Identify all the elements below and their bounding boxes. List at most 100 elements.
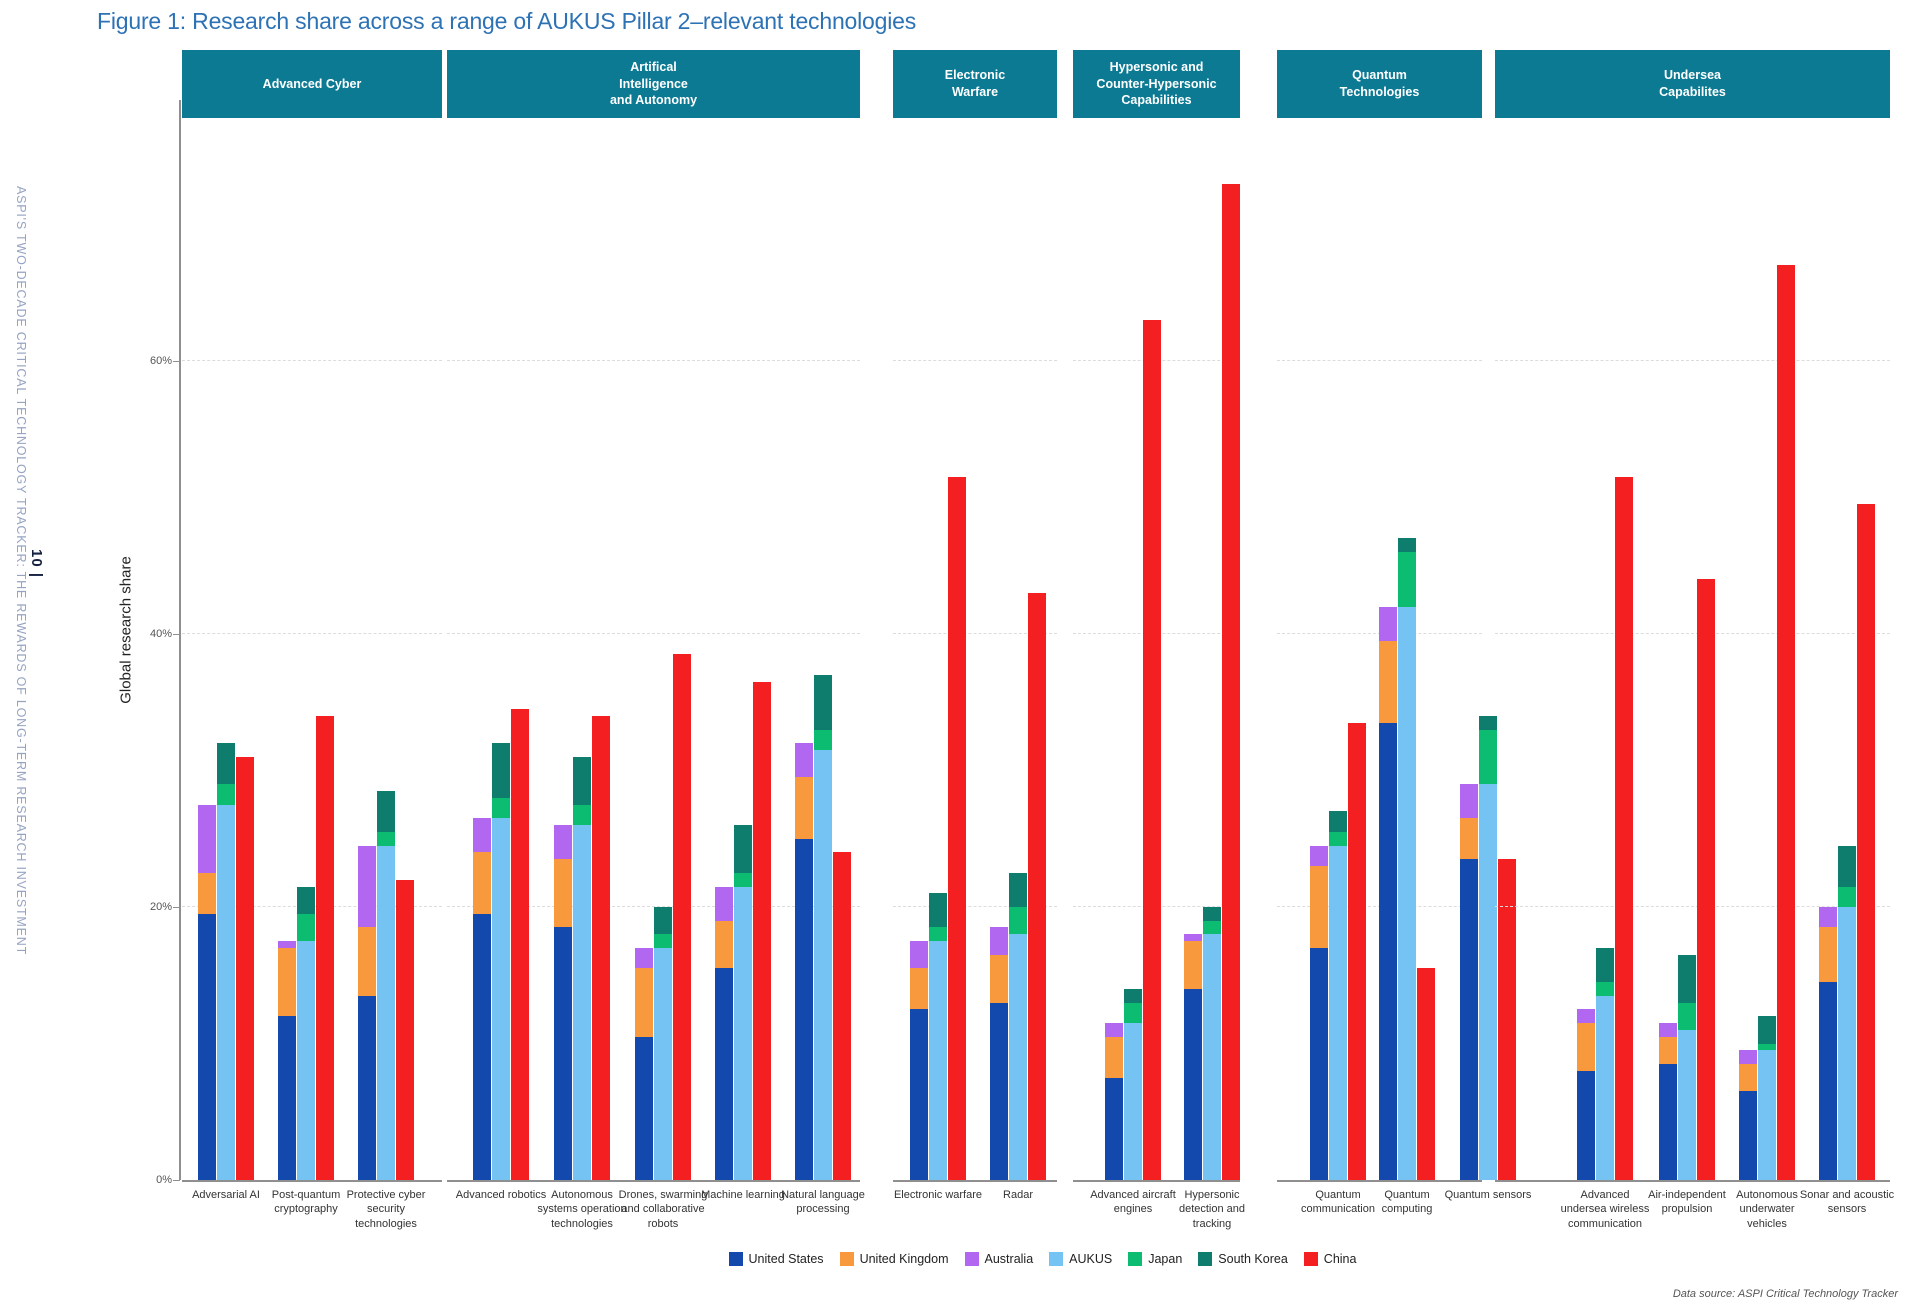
x-axis-label-natural-language-processing: Natural language processing: [781, 1189, 865, 1216]
x-axis-label-sonar-and-acoustic-sensors: Sonar and acoustic sensors: [1799, 1189, 1895, 1216]
bar-segment-china: [316, 715, 334, 1180]
bar-segment-united-states: [1310, 947, 1328, 1180]
group-header-electronic: Electronic Warfare: [893, 50, 1057, 118]
bar-segment-aukus: [1479, 784, 1497, 1180]
bar-segment-aukus: [573, 825, 591, 1180]
gridline-60%: [1495, 360, 1890, 361]
y-tick-mark: [173, 907, 180, 908]
bar-segment-australia: [1819, 907, 1837, 928]
gridline-40%: [182, 633, 442, 634]
bar-segment-united-states: [198, 913, 216, 1180]
y-tick-label-0%: 0%: [156, 1174, 172, 1186]
bar-segment-south-korea: [1009, 872, 1027, 907]
bar-segment-japan: [1203, 920, 1221, 935]
legend-label: AUKUS: [1069, 1252, 1113, 1266]
bar-segment-australia: [635, 947, 653, 969]
bar-segment-china: [511, 709, 529, 1180]
bar-segment-united-kingdom: [358, 927, 376, 996]
bar-segment-australia: [795, 743, 813, 778]
bar-segment-united-states: [990, 1002, 1008, 1180]
bar-segment-japan: [1479, 729, 1497, 785]
legend-item-united-kingdom: United Kingdom: [839, 1252, 949, 1266]
bar-segment-united-states: [358, 995, 376, 1180]
bar-segment-south-korea: [1203, 907, 1221, 921]
group-header-undersea: Undersea Capabilites: [1495, 50, 1890, 118]
bar-segment-united-states: [1379, 722, 1397, 1180]
page-number: 10 |: [28, 549, 45, 579]
chart-group-panel: [182, 100, 442, 1182]
bar-segment-south-korea: [1124, 988, 1142, 1003]
chart-group-panel: [893, 100, 1057, 1182]
legend-label: Australia: [984, 1252, 1034, 1266]
x-axis-label-advanced-undersea-wireless-communication: Advanced undersea wireless communication: [1560, 1189, 1650, 1230]
bar-segment-australia: [1739, 1050, 1757, 1064]
bar-segment-south-korea: [492, 743, 510, 798]
bar-segment-china: [1222, 183, 1240, 1180]
bar-segment-china: [236, 756, 254, 1180]
y-tick-mark: [173, 361, 180, 362]
bar-segment-united-states: [1460, 859, 1478, 1180]
legend-label: Japan: [1148, 1252, 1183, 1266]
bar-segment-japan: [492, 797, 510, 819]
bar-segment-aukus: [1203, 934, 1221, 1180]
bar-segment-united-kingdom: [473, 852, 491, 914]
data-source-note: Data source: ASPI Critical Technology Tr…: [1672, 1288, 1898, 1300]
bar-segment-japan: [814, 729, 832, 751]
bar-segment-china: [592, 715, 610, 1180]
bar-segment-japan: [929, 927, 947, 942]
x-axis-label-hypersonic-detection-and-tracking: Hypersonic detection and tracking: [1178, 1189, 1246, 1230]
bar-segment-aukus: [1009, 934, 1027, 1180]
bar-segment-aukus: [654, 947, 672, 1180]
x-axis-label-air-independent-propulsion: Air-independent propulsion: [1648, 1189, 1726, 1216]
bar-segment-australia: [1184, 934, 1202, 942]
bar-segment-south-korea: [814, 674, 832, 730]
legend-item-aukus: AUKUS: [1049, 1252, 1112, 1266]
bar-segment-aukus: [1678, 1029, 1696, 1180]
bar-segment-aukus: [297, 941, 315, 1180]
group-header-quantum: Quantum Technologies: [1277, 50, 1482, 118]
bar-segment-aukus: [492, 818, 510, 1180]
gridline-20%: [447, 906, 860, 907]
bar-segment-japan: [1398, 552, 1416, 607]
y-tick-label-60%: 60%: [149, 355, 172, 367]
bar-segment-china: [1417, 968, 1435, 1180]
x-axis-label-electronic-warfare: Electronic warfare: [893, 1189, 983, 1201]
x-axis-label-drones-swarming-and-collaborative-robots: Drones, swarming and collaborative robot…: [618, 1189, 708, 1230]
y-tick-mark: [173, 634, 180, 635]
bar-segment-china: [1498, 859, 1516, 1180]
bar-segment-australia: [473, 818, 491, 853]
bar-segment-south-korea: [297, 886, 315, 914]
bar-segment-south-korea: [929, 893, 947, 928]
bar-segment-japan: [573, 804, 591, 826]
gridline-60%: [893, 360, 1057, 361]
bar-segment-united-states: [554, 927, 572, 1180]
bar-segment-united-states: [1577, 1070, 1595, 1180]
legend-swatch-japan: [1128, 1252, 1143, 1266]
group-header-advanced-cyber: Advanced Cyber: [182, 50, 442, 118]
bar-segment-south-korea: [1329, 811, 1347, 832]
bar-segment-south-korea: [377, 791, 395, 832]
bar-segment-south-korea: [217, 743, 235, 785]
bar-segment-australia: [990, 927, 1008, 955]
gridline-20%: [893, 906, 1057, 907]
x-axis-label-quantum-sensors: Quantum sensors: [1444, 1189, 1532, 1201]
bar-segment-united-states: [1105, 1077, 1123, 1180]
bar-segment-aukus: [1596, 995, 1614, 1180]
y-tick-mark: [173, 1180, 180, 1181]
bar-segment-united-states: [715, 968, 733, 1180]
gridline-40%: [893, 633, 1057, 634]
x-axis-label-machine-learning: Machine learning: [701, 1189, 785, 1201]
legend-label: United Kingdom: [859, 1252, 949, 1266]
bar-segment-united-kingdom: [1819, 927, 1837, 983]
bar-segment-united-states: [473, 913, 491, 1180]
bar-segment-japan: [1596, 982, 1614, 996]
bar-segment-south-korea: [1596, 947, 1614, 983]
bar-segment-united-kingdom: [1184, 941, 1202, 989]
bar-segment-united-states: [795, 838, 813, 1180]
group-header-hypersonic-and: Hypersonic and Counter-Hypersonic Capabi…: [1073, 50, 1240, 118]
bar-segment-united-kingdom: [1105, 1036, 1123, 1078]
legend-label: China: [1323, 1252, 1357, 1266]
chart-legend: United States United Kingdom Australia AUKU…: [180, 1252, 1905, 1266]
bar-segment-aukus: [814, 750, 832, 1180]
